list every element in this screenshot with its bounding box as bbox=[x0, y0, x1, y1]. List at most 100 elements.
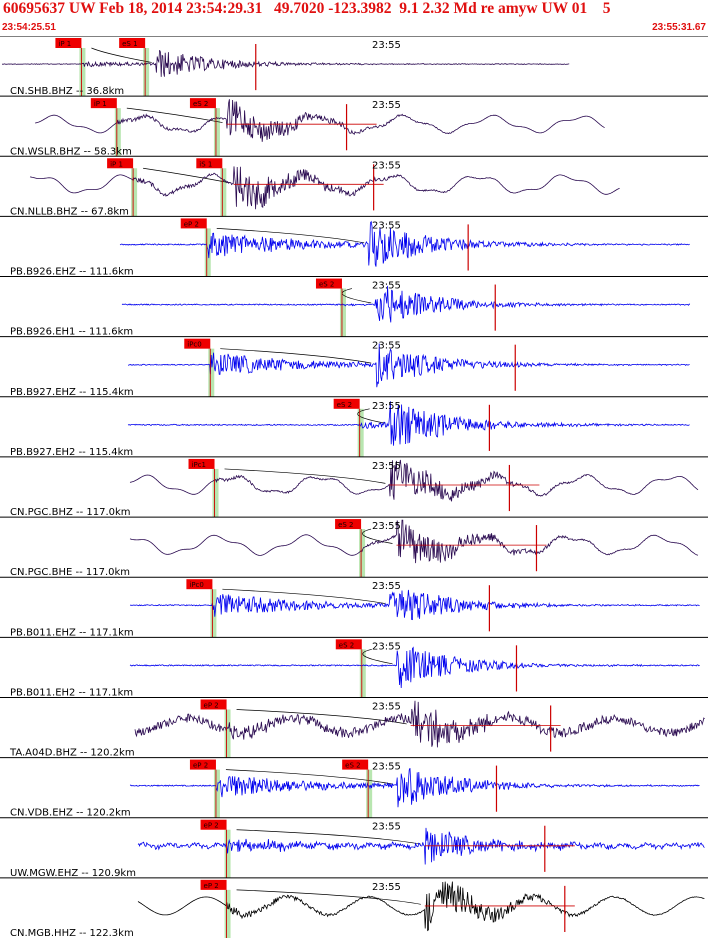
waveform bbox=[129, 519, 699, 564]
pick-window bbox=[114, 108, 121, 157]
pick-label: eP 2 bbox=[204, 701, 219, 709]
end-time: 23:55:31.67 bbox=[652, 22, 706, 33]
pick-flag bbox=[315, 278, 342, 289]
station-label: CN.VDB.EHZ -- 120.2km bbox=[10, 808, 131, 819]
trace-10: eS 2 23:55 PB.B011.EH2 -- 117.1km bbox=[0, 636, 708, 698]
pick-window bbox=[366, 769, 373, 818]
waveform bbox=[129, 589, 700, 621]
pick-flag bbox=[55, 38, 82, 48]
arrival-curve bbox=[362, 648, 393, 665]
arrival-curve bbox=[341, 288, 372, 304]
station-label: UW.MGW.EHZ -- 120.9km bbox=[10, 868, 136, 879]
pick-label: iPc1 bbox=[192, 461, 206, 469]
pick-label: eS 2 bbox=[193, 100, 208, 108]
station-label: PB.B927.EH2 -- 115.4km bbox=[10, 447, 133, 458]
waveform bbox=[137, 881, 705, 932]
arrival-curve bbox=[236, 889, 421, 905]
trace-8: eS 2 23:55 CN.PGC.BHE -- 117.0km bbox=[0, 516, 708, 578]
arrival-curve bbox=[236, 709, 407, 725]
pick-window bbox=[339, 288, 346, 337]
pick-window bbox=[224, 889, 231, 938]
time-mark: 23:55 bbox=[372, 160, 401, 171]
time-mark: 23:55 bbox=[372, 341, 401, 352]
pick-window bbox=[220, 168, 227, 217]
trace-7: iPc1 23:55 CN.PGC.BHZ -- 117.0km bbox=[0, 456, 708, 518]
arrival-curve bbox=[222, 588, 386, 605]
trace-5: iPc0 23:55 PB.B927.EHZ -- 115.4km bbox=[0, 336, 708, 398]
pick-window bbox=[359, 649, 366, 698]
station-label: PB.B926.EHZ -- 111.6km bbox=[10, 267, 134, 278]
pick-flag bbox=[180, 218, 207, 229]
station-label: CN.PGC.BHE -- 117.0km bbox=[10, 567, 130, 578]
station-label: PB.B011.EH2 -- 117.1km bbox=[10, 687, 133, 698]
arrival-curve bbox=[225, 769, 393, 785]
waveform bbox=[2, 49, 570, 77]
pick-window bbox=[359, 529, 366, 578]
trace-1: iP 1 eS 2 23:55 CN.WSLR.BHZ -- 58.3km bbox=[0, 95, 708, 157]
arrival-curve bbox=[362, 528, 393, 544]
arrival-curve bbox=[220, 348, 372, 364]
pick-flag bbox=[189, 759, 216, 770]
pick-flag bbox=[119, 38, 146, 48]
start-time: 23:54:25.51 bbox=[2, 22, 56, 33]
seismogram-panel: iP 1 eS 1 23:55 CN.SHB.BHZ -- 36.8km iP 1 eS … bbox=[0, 36, 708, 938]
station-label: CN.NLLB.BHZ -- 67.8km bbox=[10, 206, 129, 217]
trace-0: iP 1 eS 1 23:55 CN.SHB.BHZ -- 36.8km bbox=[0, 36, 708, 97]
station-label: CN.MGB.HHZ -- 122.3km bbox=[10, 928, 134, 938]
pick-window bbox=[131, 168, 138, 217]
trace-6: eS 2 23:55 PB.B927.EH2 -- 115.4km bbox=[0, 396, 708, 458]
trace-3: eP 2 23:55 PB.B926.EHZ -- 111.6km bbox=[0, 215, 708, 278]
pick-flag bbox=[200, 699, 227, 710]
trace-11: eP 2 23:55 TA.A04D.BHZ -- 120.2km bbox=[0, 696, 708, 759]
arrival-curve bbox=[236, 829, 421, 845]
waveform bbox=[34, 99, 605, 142]
arrival-curve bbox=[91, 47, 152, 63]
time-mark: 23:55 bbox=[372, 40, 401, 51]
pick-window bbox=[212, 468, 219, 518]
pick-label: iS 1 bbox=[199, 160, 212, 168]
pick-flag bbox=[200, 879, 227, 890]
pick-window bbox=[210, 589, 217, 638]
waveform bbox=[119, 220, 690, 267]
pick-window bbox=[143, 48, 150, 97]
time-mark: 23:55 bbox=[372, 220, 401, 231]
arrival-curve bbox=[216, 228, 365, 244]
pick-flag bbox=[189, 98, 216, 109]
pick-label: eP 2 bbox=[204, 882, 219, 890]
time-mark: 23:55 bbox=[372, 461, 401, 472]
pick-flag bbox=[335, 519, 362, 530]
waveform bbox=[127, 343, 690, 388]
pick-label: eP 2 bbox=[184, 220, 199, 228]
station-label: PB.B926.EH1 -- 111.6km bbox=[10, 327, 133, 338]
station-label: CN.SHB.BHZ -- 36.8km bbox=[10, 86, 124, 97]
time-mark: 23:55 bbox=[372, 641, 401, 652]
time-mark: 23:55 bbox=[372, 581, 401, 592]
pick-window bbox=[224, 829, 231, 878]
waveform bbox=[129, 459, 699, 502]
event-title: 60695637 UW Feb 18, 2014 23:54:29.31 49.… bbox=[3, 0, 611, 17]
pick-label: eP 2 bbox=[193, 762, 208, 770]
arrival-curve bbox=[224, 468, 386, 484]
pick-label: eS 1 bbox=[122, 40, 137, 48]
station-label: CN.WSLR.BHZ -- 58.3km bbox=[10, 146, 132, 157]
trace-12: eP 2 eS 2 23:55 CN.VDB.EHZ -- 120.2km bbox=[0, 757, 708, 819]
pick-flag bbox=[196, 158, 223, 169]
pick-window bbox=[357, 408, 364, 457]
waveform bbox=[129, 646, 700, 689]
pick-flag bbox=[342, 759, 369, 770]
time-mark: 23:55 bbox=[372, 701, 401, 712]
pick-flag bbox=[188, 458, 215, 469]
pick-label: eS 2 bbox=[337, 401, 352, 409]
pick-label: iPc0 bbox=[189, 581, 203, 589]
pick-label: iP 1 bbox=[58, 40, 71, 48]
waveform bbox=[127, 401, 690, 446]
waveform bbox=[134, 700, 705, 748]
time-mark: 23:55 bbox=[372, 822, 401, 833]
arrival-curve bbox=[126, 107, 223, 123]
time-mark: 23:55 bbox=[372, 882, 401, 893]
pick-label: eS 2 bbox=[319, 281, 334, 289]
pick-flag bbox=[335, 639, 362, 650]
trace-9: iPc0 23:55 PB.B011.EHZ -- 117.1km bbox=[0, 576, 708, 638]
time-mark: 23:55 bbox=[372, 521, 401, 532]
pick-label: iP 1 bbox=[110, 160, 123, 168]
